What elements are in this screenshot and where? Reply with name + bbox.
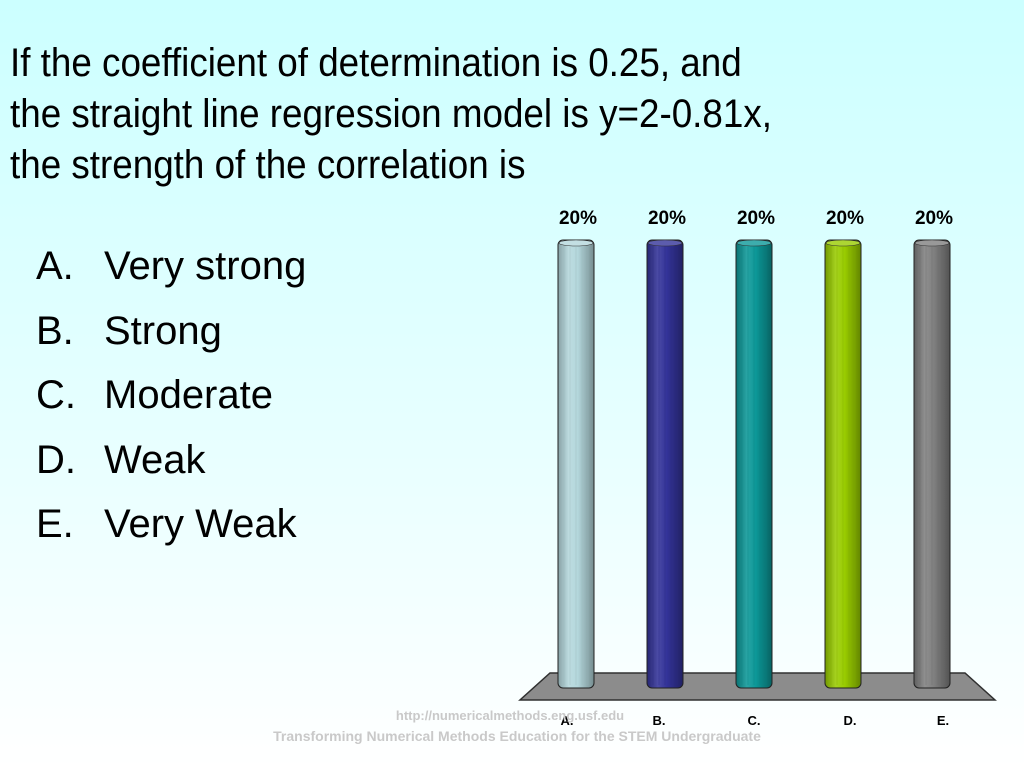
value-label: 20% <box>826 208 864 229</box>
option-b[interactable]: B. Strong <box>36 305 306 370</box>
option-text: Strong <box>104 308 222 353</box>
bar-a <box>557 239 595 689</box>
bar-d <box>824 239 862 689</box>
category-label: D. <box>844 713 857 728</box>
footer-tagline: Transforming Numerical Methods Education… <box>273 728 761 744</box>
bar-b <box>646 239 684 689</box>
question-line: the straight line regression model is y=… <box>10 92 772 136</box>
labels-layer: 20% 20% 20% 20% 20% <box>559 208 953 229</box>
bar-c <box>735 239 773 689</box>
question-line: If the coefficient of determination is 0… <box>10 41 742 85</box>
value-label: 20% <box>915 208 953 229</box>
categories-layer: A. B. C. D. E. <box>561 713 950 728</box>
question-text: If the coefficient of determination is 0… <box>10 38 930 191</box>
footer-url: http://numericalmethods.eng.usf.edu <box>395 708 625 723</box>
bar-e <box>913 239 951 689</box>
question-line: the strength of the correlation is <box>10 143 526 187</box>
category-label: B. <box>653 713 666 728</box>
bars-layer <box>557 239 951 689</box>
option-letter: D. <box>36 437 76 482</box>
option-text: Moderate <box>104 373 273 417</box>
value-label: 20% <box>559 208 597 229</box>
category-label: A. <box>561 713 574 728</box>
option-e[interactable]: E. Very Weak <box>36 498 306 563</box>
option-c[interactable]: C. Moderate <box>36 369 306 434</box>
option-letter: A. <box>36 244 74 288</box>
category-label: C. <box>748 713 761 728</box>
value-label: 20% <box>737 208 775 229</box>
option-text: Weak <box>104 437 206 482</box>
value-label: 20% <box>648 208 686 229</box>
option-letter: E. <box>36 502 74 546</box>
option-text: Very Weak <box>104 502 297 546</box>
option-d[interactable]: D. Weak <box>36 434 306 499</box>
option-letter: C. <box>36 373 76 417</box>
category-label: E. <box>937 713 949 728</box>
option-a[interactable]: A. Very strong <box>36 240 306 305</box>
option-text: Very strong <box>104 244 307 288</box>
answer-options: A. Very strong B. Strong C. Moderate D. Weak… <box>36 240 306 563</box>
option-letter: B. <box>36 308 74 353</box>
